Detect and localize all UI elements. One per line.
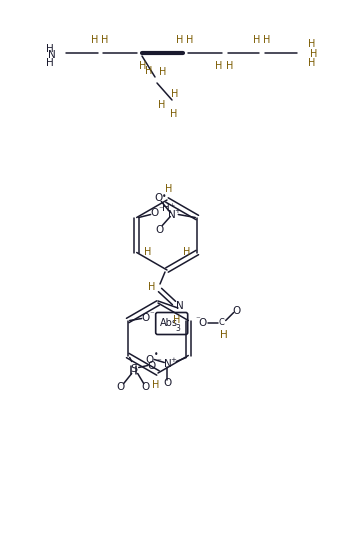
Text: H: H — [215, 61, 223, 71]
Text: H: H — [186, 35, 194, 45]
Text: +: + — [174, 208, 180, 213]
Text: H: H — [148, 282, 156, 292]
Text: •: • — [162, 192, 166, 201]
Text: O: O — [117, 382, 125, 393]
Text: H: H — [145, 66, 153, 76]
Text: O: O — [142, 312, 150, 323]
Text: H: H — [144, 246, 151, 256]
Text: O: O — [154, 193, 162, 203]
Text: H: H — [91, 35, 99, 45]
Text: N: N — [48, 50, 56, 60]
Text: H⁺: H⁺ — [162, 203, 175, 212]
Text: N: N — [169, 209, 176, 220]
Text: S: S — [130, 365, 137, 375]
Text: ⁻: ⁻ — [195, 315, 200, 324]
Text: ⁻: ⁻ — [156, 357, 161, 366]
Text: H: H — [46, 58, 54, 68]
Text: H: H — [308, 39, 316, 49]
Text: H: H — [183, 246, 190, 256]
Text: O: O — [142, 382, 150, 393]
Text: ⁻: ⁻ — [149, 310, 154, 319]
Text: H: H — [139, 61, 147, 71]
Text: H: H — [152, 380, 160, 390]
Text: Abs: Abs — [160, 318, 178, 328]
Text: H: H — [226, 61, 234, 71]
Text: O: O — [148, 361, 156, 371]
Text: N: N — [176, 301, 184, 311]
Text: C: C — [219, 318, 225, 327]
Text: ⁻: ⁻ — [158, 205, 163, 214]
Text: H: H — [101, 35, 109, 45]
Text: H: H — [173, 315, 180, 324]
Text: H: H — [220, 329, 227, 339]
FancyBboxPatch shape — [156, 312, 188, 334]
Text: O: O — [145, 354, 153, 365]
Text: H: H — [158, 100, 166, 110]
Text: O: O — [151, 208, 159, 217]
Text: H: H — [253, 35, 261, 45]
Text: H: H — [308, 58, 316, 68]
Text: O: O — [232, 306, 241, 315]
Text: H: H — [165, 184, 173, 194]
Text: •: • — [154, 350, 158, 359]
Text: O: O — [199, 318, 207, 328]
Text: H: H — [171, 89, 179, 99]
Text: H: H — [310, 49, 318, 59]
Text: +: + — [170, 357, 176, 362]
Text: 3: 3 — [175, 324, 180, 333]
Text: H: H — [263, 35, 271, 45]
Text: H: H — [170, 109, 178, 119]
Text: O: O — [155, 225, 164, 235]
Text: H: H — [159, 67, 167, 77]
Text: H: H — [46, 44, 54, 54]
Text: N: N — [165, 358, 172, 368]
Text: O: O — [163, 379, 171, 389]
Text: H: H — [176, 35, 184, 45]
